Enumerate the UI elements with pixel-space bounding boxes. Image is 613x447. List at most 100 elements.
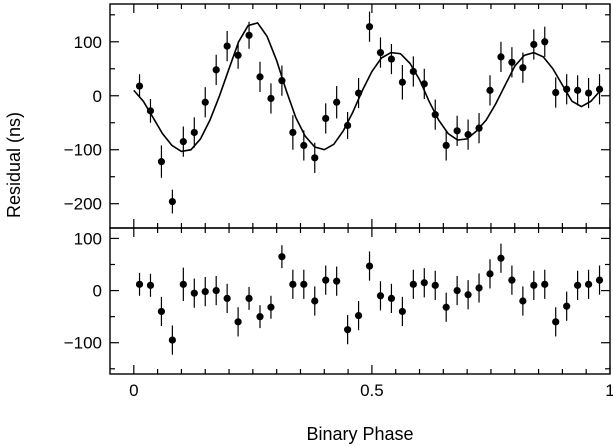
top-data-point	[453, 127, 461, 135]
bottom-data-point	[508, 276, 516, 284]
bottom-data-point	[497, 254, 505, 262]
bottom-data-point	[168, 336, 176, 344]
top-data-point	[376, 48, 385, 57]
top-data-point	[234, 51, 242, 59]
top-data-point	[245, 31, 253, 39]
top-panel-frame	[109, 3, 611, 229]
top-data-point	[333, 98, 341, 106]
top-panel-tick-labels: −200 −100 0 100	[64, 33, 102, 214]
bottom-data-point	[146, 281, 155, 289]
top-data-point	[486, 86, 494, 94]
top-ytick-label: 0	[93, 87, 102, 106]
top-data-point	[409, 67, 417, 76]
bottom-ytick-label: −100	[64, 334, 102, 353]
top-data-point	[595, 85, 604, 93]
bottom-data-point	[519, 297, 527, 305]
top-data-point	[311, 154, 319, 162]
bottom-data-point	[365, 262, 374, 270]
top-data-point	[179, 138, 187, 146]
bottom-data-point	[464, 291, 472, 299]
top-data-point	[201, 98, 209, 106]
bottom-data-point	[190, 289, 198, 297]
bottom-data-point	[289, 280, 297, 288]
top-data-point	[300, 141, 308, 150]
top-data-point	[168, 197, 176, 206]
bottom-data-point	[387, 294, 396, 302]
top-data-point	[289, 128, 297, 137]
top-data-point	[190, 128, 198, 137]
top-panel-ticks	[110, 4, 611, 228]
top-ytick-label: 100	[74, 33, 102, 52]
bottom-data-point	[420, 279, 428, 287]
bottom-ytick-label: 100	[74, 229, 102, 248]
bottom-panel-frame	[109, 227, 611, 375]
bottom-panel-ticks	[110, 228, 611, 374]
bottom-data-point	[157, 307, 166, 316]
top-data-point	[278, 77, 286, 85]
top-data-point	[322, 114, 330, 123]
bottom-data-point	[135, 280, 144, 288]
bottom-data-point	[409, 280, 417, 288]
bottom-data-point	[453, 286, 461, 295]
bottom-data-point	[223, 294, 231, 302]
xtick-label: 1	[605, 381, 613, 400]
top-data-point	[519, 64, 527, 72]
top-data-point	[365, 23, 374, 31]
bottom-data-point	[354, 312, 363, 320]
bottom-panel-tick-labels: −100 0 100 0 0.5 1	[64, 229, 613, 400]
top-data-point	[552, 88, 560, 97]
top-ytick-label: −200	[64, 195, 102, 214]
top-data-point	[442, 141, 450, 150]
bottom-data-point	[278, 253, 286, 261]
top-data-point	[157, 158, 166, 166]
bottom-data-point	[442, 303, 450, 311]
top-data-point	[354, 89, 363, 97]
top-data-point	[212, 66, 220, 74]
bottom-panel: −100 0 100 0 0.5 1	[64, 227, 613, 400]
x-axis-label: Binary Phase	[306, 424, 413, 444]
y-axis-label: Residual (ns)	[4, 112, 24, 218]
model-curve	[133, 21, 602, 153]
bottom-panel-points	[135, 243, 604, 355]
bottom-ytick-label: 0	[93, 282, 102, 301]
bottom-data-point	[475, 284, 483, 292]
top-data-point	[584, 89, 593, 97]
top-data-point	[574, 86, 582, 94]
bottom-data-point	[530, 281, 538, 289]
bottom-data-point	[584, 280, 593, 288]
top-data-point	[135, 82, 144, 90]
bottom-data-point	[552, 318, 560, 326]
top-data-point	[387, 55, 396, 63]
bottom-data-point	[300, 280, 308, 288]
bottom-data-point	[376, 292, 385, 300]
top-data-point	[398, 78, 406, 86]
bottom-data-point	[311, 297, 319, 305]
xtick-label: 0.5	[360, 381, 384, 400]
top-data-point	[344, 121, 352, 130]
xtick-label: 0	[129, 381, 138, 400]
top-data-point	[563, 85, 571, 93]
top-panel-points	[135, 11, 604, 214]
top-data-point	[464, 131, 472, 139]
top-data-point	[530, 40, 538, 49]
top-data-point	[497, 53, 505, 61]
bottom-data-point	[344, 326, 352, 334]
bottom-data-point	[574, 281, 582, 289]
bottom-data-point	[541, 280, 549, 288]
bottom-data-point	[256, 313, 264, 321]
top-data-point	[508, 58, 516, 66]
bottom-data-point	[322, 276, 330, 284]
bottom-data-point	[563, 302, 571, 310]
top-data-point	[256, 73, 264, 81]
top-data-point	[146, 107, 155, 115]
top-data-point	[420, 80, 428, 88]
bottom-data-point	[486, 270, 494, 278]
top-data-point	[223, 42, 231, 50]
bottom-data-point	[398, 307, 406, 316]
bottom-data-point	[201, 288, 209, 296]
top-panel: −200 −100 0 100	[64, 3, 611, 229]
bottom-data-point	[234, 318, 242, 326]
top-ytick-label: −100	[64, 141, 102, 160]
top-data-point	[541, 38, 549, 46]
